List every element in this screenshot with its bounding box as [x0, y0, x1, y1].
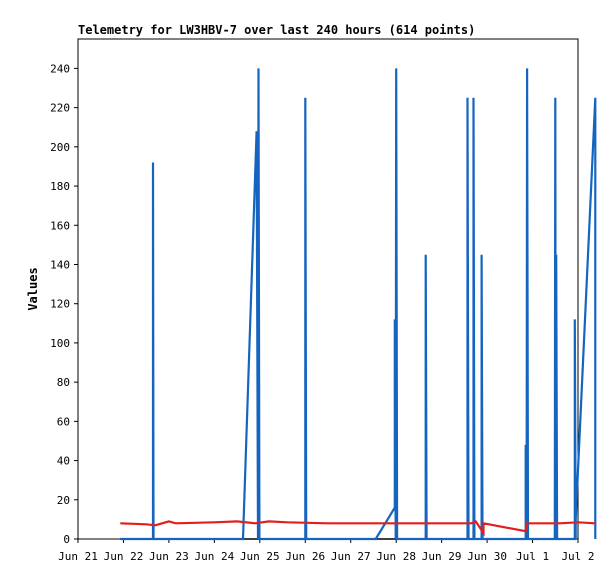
y-tick-label: 220 — [50, 102, 70, 115]
y-tick-label: 160 — [50, 219, 70, 232]
series-line-1 — [120, 68, 597, 541]
x-tick-label: Jun 21 — [58, 550, 98, 563]
x-tick-label: Jun 29 — [422, 550, 462, 563]
x-tick-label: Jul 2 — [561, 550, 594, 563]
axes: 0 20 40 60 80 100 120 140 160 180 200 220 240 Jun 21 J… — [50, 62, 594, 563]
y-tick-label: 120 — [50, 298, 70, 311]
x-tick-label: Jul 1 — [516, 550, 549, 563]
y-tick-label: 240 — [50, 62, 70, 75]
x-tick-label: Jun 28 — [376, 550, 416, 563]
x-tick-label: Jun 27 — [331, 550, 371, 563]
y-tick-label: 60 — [57, 415, 70, 428]
y-tick-label: 180 — [50, 180, 70, 193]
x-tick-label: Jun 26 — [285, 550, 325, 563]
x-tick-label: Jun 24 — [194, 550, 234, 563]
y-tick-label: 100 — [50, 337, 70, 350]
y-axis-label: Values — [26, 267, 40, 310]
chart-title: Telemetry for LW3HBV-7 over last 240 hou… — [78, 23, 475, 37]
series-line-2 — [120, 520, 596, 537]
x-tick-label: Jun 23 — [149, 550, 189, 563]
y-tick-label: 20 — [57, 494, 70, 507]
series-layer — [120, 68, 597, 541]
x-tick-label: Jun 22 — [104, 550, 144, 563]
y-tick-label: 0 — [63, 533, 70, 546]
y-tick-label: 40 — [57, 455, 70, 468]
y-tick-label: 80 — [57, 376, 70, 389]
y-tick-label: 140 — [50, 258, 70, 271]
x-tick-label: Jun 25 — [240, 550, 280, 563]
y-tick-label: 200 — [50, 141, 70, 154]
x-tick-label: Jun 30 — [467, 550, 507, 563]
